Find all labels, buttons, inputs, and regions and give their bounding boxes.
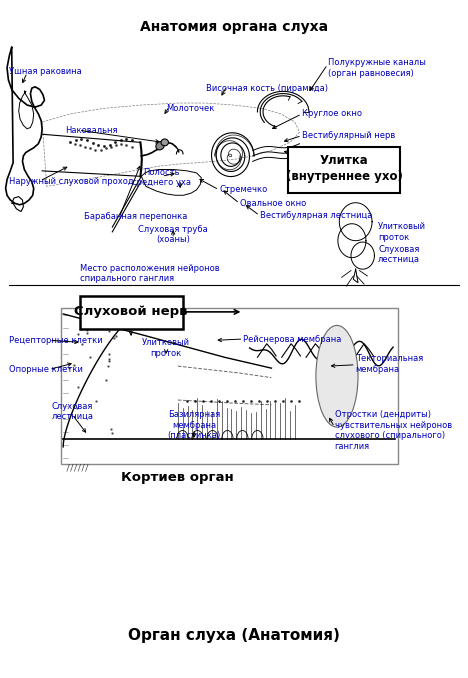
Text: Орган слуха (Анатомия): Орган слуха (Анатомия) xyxy=(128,629,340,643)
Text: Круглое окно: Круглое окно xyxy=(302,109,362,119)
Ellipse shape xyxy=(161,139,168,146)
Bar xyxy=(61,308,398,464)
Text: Улитка
(внутреннее ухо): Улитка (внутреннее ухо) xyxy=(285,154,402,182)
Text: Полукружные каналы
(орган равновесия): Полукружные каналы (орган равновесия) xyxy=(328,58,425,77)
Text: Стремечко: Стремечко xyxy=(219,185,267,195)
Text: Рецепторные клетки: Рецепторные клетки xyxy=(9,336,103,345)
Text: Рейснерова мембрана: Рейснерова мембрана xyxy=(243,334,342,344)
Text: Кортиев орган: Кортиев орган xyxy=(122,471,234,485)
Text: Слуховая
лестница: Слуховая лестница xyxy=(378,245,420,264)
Text: Слуховая
лестница: Слуховая лестница xyxy=(51,402,94,421)
Text: Височная кость (пирамида): Височная кость (пирамида) xyxy=(206,83,328,93)
Text: Полость
среднего уха: Полость среднего уха xyxy=(132,168,191,187)
Text: Отростки (дендриты)
чувствительных нейронов
слухового (спирального)
ганглия: Отростки (дендриты) чувствительных нейро… xyxy=(335,410,452,451)
Text: Ушная раковина: Ушная раковина xyxy=(9,66,82,76)
Text: Опорные клетки: Опорные клетки xyxy=(9,365,83,374)
Text: Место расположения нейронов
спирального ганглия: Место расположения нейронов спирального … xyxy=(80,264,219,283)
Ellipse shape xyxy=(156,142,164,150)
Text: Вестибулярный нерв: Вестибулярный нерв xyxy=(302,131,395,140)
Ellipse shape xyxy=(316,325,358,427)
FancyBboxPatch shape xyxy=(80,296,183,329)
Text: Слуховой нерв: Слуховой нерв xyxy=(302,153,367,162)
Text: Овальное окно: Овальное окно xyxy=(240,199,306,208)
Text: Текториальная
мембрана: Текториальная мембрана xyxy=(356,355,423,374)
Text: Анатомия органа слуха: Анатомия органа слуха xyxy=(140,20,328,34)
Text: Слуховая труба
(хоаны): Слуховая труба (хоаны) xyxy=(138,225,208,244)
Text: Слуховой нерв: Слуховой нерв xyxy=(74,305,188,319)
Text: Наковальня: Наковальня xyxy=(66,125,118,135)
FancyBboxPatch shape xyxy=(288,147,400,193)
Text: Вестибулярная лестница: Вестибулярная лестница xyxy=(260,211,372,220)
Text: Улитковый
проток: Улитковый проток xyxy=(378,222,426,241)
Text: Улитковый
проток: Улитковый проток xyxy=(142,338,190,357)
Text: Барабанная перепонка: Барабанная перепонка xyxy=(84,212,188,222)
Text: Молоточек: Молоточек xyxy=(166,104,214,113)
Text: Наружный слуховой проход: Наружный слуховой проход xyxy=(9,176,134,186)
Text: Базилярная
мембрана
(пластинка): Базилярная мембрана (пластинка) xyxy=(168,410,221,440)
